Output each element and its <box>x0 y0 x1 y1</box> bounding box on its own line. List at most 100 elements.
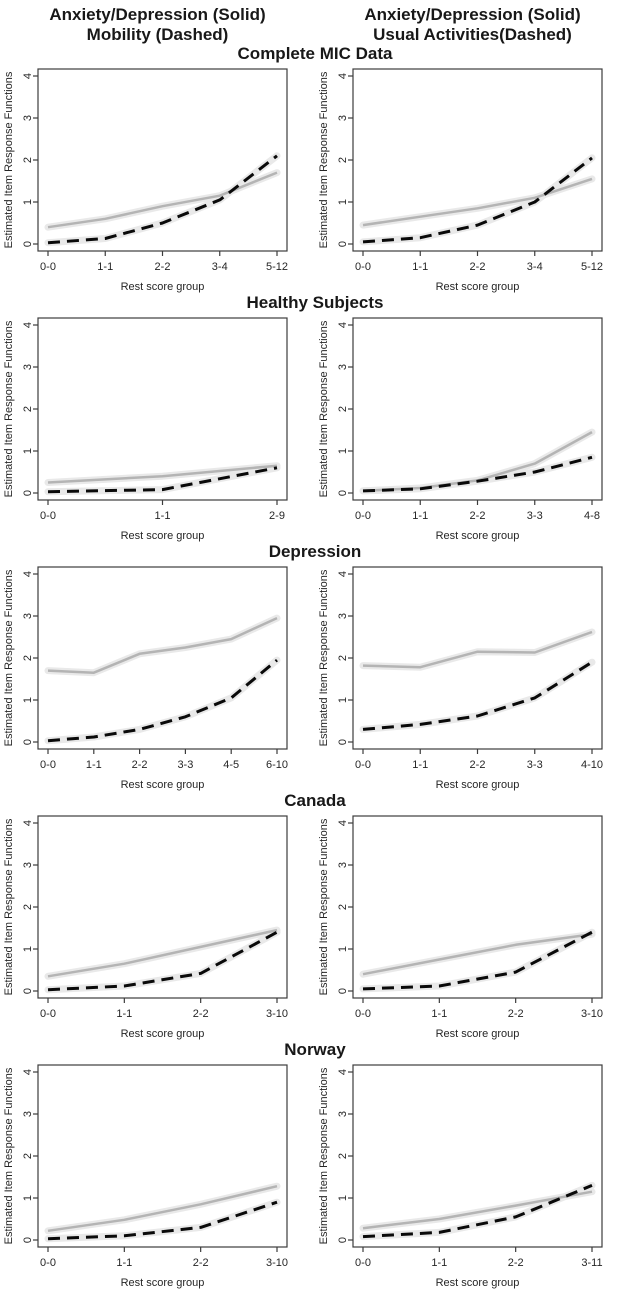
y-tick-label: 0 <box>22 490 34 496</box>
y-tick-label: 1 <box>337 946 349 952</box>
section-title: Canada <box>284 791 346 810</box>
x-tick-label: 2-2 <box>470 759 486 771</box>
plot-usual-activities: 0 1 2 3 4 0-0 1-1 2-2 3-3 4-8 Rest score group Esti… <box>315 312 630 543</box>
x-tick-label: 2-2 <box>508 1257 524 1269</box>
series-line-solid <box>362 933 593 976</box>
line-chart: 0 1 2 3 4 0-0 1-1 2-2 3-10 Rest score group Estima… <box>318 815 603 1040</box>
section-title: Healthy Subjects <box>246 293 384 312</box>
y-tick-label: 3 <box>22 1111 34 1117</box>
x-axis-title: Rest score group <box>121 779 205 791</box>
x-axis-title: Rest score group <box>121 530 205 542</box>
x-tick-label: 0-0 <box>40 261 56 273</box>
series-line-solid <box>47 616 278 674</box>
plot-row: 0 1 2 3 4 0-0 1-1 2-2 3-3 4-5 6-10 Rest score group… <box>0 561 630 792</box>
plot-mobility: 0 1 2 3 4 0-0 1-1 2-2 3-4 5-12 Rest score group Est… <box>0 63 315 294</box>
series-line-dashed <box>362 930 593 991</box>
y-tick-label: 3 <box>337 364 349 370</box>
y-tick-label: 1 <box>22 1195 34 1201</box>
y-tick-label: 2 <box>22 406 34 412</box>
series-line-dashed <box>47 154 278 245</box>
y-tick-label: 4 <box>337 1069 349 1075</box>
x-tick-label: 3-10 <box>581 1008 603 1020</box>
plot-usual-activities: 0 1 2 3 4 0-0 1-1 2-2 3-3 4-10 Rest score group Est… <box>315 561 630 792</box>
left-column-header-line1: Anxiety/Depression (Solid) <box>49 5 266 24</box>
section-title: Complete MIC Data <box>237 44 393 63</box>
y-tick-label: 0 <box>337 490 349 496</box>
line-chart: 0 1 2 3 4 0-0 1-1 2-9 Rest score group Estimated … <box>3 317 288 542</box>
confidence-band <box>44 1198 281 1243</box>
series-line-dashed <box>362 156 593 244</box>
x-tick-label: 2-2 <box>470 510 486 522</box>
y-tick-label: 2 <box>22 904 34 910</box>
series-line-dashed <box>362 455 593 493</box>
plot-mobility: 0 1 2 3 4 0-0 1-1 2-2 3-10 Rest score group Estima… <box>0 1059 315 1290</box>
series-line-dashed <box>362 1184 593 1239</box>
x-axis-title: Rest score group <box>436 281 520 293</box>
left-column-header: Anxiety/Depression (Solid) Mobility (Das… <box>0 5 315 45</box>
y-axis-title: Estimated Item Response Functions <box>3 320 15 497</box>
series-line-dashed <box>47 930 278 992</box>
y-axis-title: Estimated Item Response Functions <box>318 818 330 995</box>
right-column-header-line2: Usual Activities(Dashed) <box>373 25 572 44</box>
y-tick-label: 0 <box>22 1237 34 1243</box>
plot-row: 0 1 2 3 4 0-0 1-1 2-2 3-10 Rest score group Estima… <box>0 1059 630 1290</box>
series-line-dashed <box>47 1200 278 1241</box>
x-tick-label: 1-1 <box>412 510 428 522</box>
x-tick-label: 0-0 <box>40 1008 56 1020</box>
y-tick-label: 4 <box>337 571 349 577</box>
x-tick-label: 3-4 <box>212 261 228 273</box>
confidence-band <box>44 152 281 247</box>
right-column-header: Anxiety/Depression (Solid) Usual Activit… <box>315 5 630 45</box>
y-tick-label: 1 <box>22 946 34 952</box>
x-tick-label: 0-0 <box>355 510 371 522</box>
x-tick-label: 0-0 <box>355 1008 371 1020</box>
y-tick-label: 0 <box>337 241 349 247</box>
right-column-header-line1: Anxiety/Depression (Solid) <box>364 5 581 24</box>
y-tick-label: 0 <box>337 739 349 745</box>
section-canada: Canada 0 1 2 3 4 0-0 1-1 2-2 3-10 Rest score grou… <box>0 792 630 1041</box>
x-tick-label: 1-1 <box>116 1008 132 1020</box>
x-tick-label: 2-2 <box>193 1257 209 1269</box>
series-line-dashed <box>362 660 593 731</box>
plot-row: 0 1 2 3 4 0-0 1-1 2-2 3-4 5-12 Rest score group Est… <box>0 63 630 294</box>
y-axis-title: Estimated Item Response Functions <box>3 569 15 746</box>
y-tick-label: 3 <box>337 1111 349 1117</box>
series-line-solid <box>47 1184 278 1233</box>
x-tick-label: 1-1 <box>97 261 113 273</box>
series-line-solid <box>47 464 278 484</box>
y-tick-label: 1 <box>22 448 34 454</box>
x-axis-title: Rest score group <box>121 281 205 293</box>
plot-usual-activities: 0 1 2 3 4 0-0 1-1 2-2 3-11 Rest score group Estima… <box>315 1059 630 1290</box>
series-line-solid <box>362 630 593 669</box>
x-tick-label: 0-0 <box>355 759 371 771</box>
x-axis-title: Rest score group <box>121 1277 205 1289</box>
confidence-band <box>44 1182 281 1235</box>
x-tick-label: 1-1 <box>431 1257 447 1269</box>
left-column-header-line2: Mobility (Dashed) <box>86 25 229 44</box>
y-axis-title: Estimated Item Response Functions <box>318 71 330 248</box>
y-tick-label: 2 <box>22 157 34 163</box>
y-tick-label: 1 <box>337 1195 349 1201</box>
x-tick-label: 0-0 <box>40 510 56 522</box>
y-tick-label: 1 <box>337 199 349 205</box>
x-tick-label: 4-8 <box>584 510 600 522</box>
series-line-solid <box>362 177 593 227</box>
y-tick-label: 0 <box>22 241 34 247</box>
y-tick-label: 4 <box>337 73 349 79</box>
y-axis-title: Estimated Item Response Functions <box>3 818 15 995</box>
y-tick-label: 0 <box>22 739 34 745</box>
y-tick-label: 3 <box>337 613 349 619</box>
x-tick-label: 1-1 <box>86 759 102 771</box>
confidence-band <box>359 658 596 733</box>
plot-box <box>37 1064 288 1248</box>
x-axis-title: Rest score group <box>436 779 520 791</box>
y-tick-label: 3 <box>22 862 34 868</box>
x-tick-label: 1-1 <box>116 1257 132 1269</box>
x-tick-label: 1-1 <box>412 759 428 771</box>
column-headers: Anxiety/Depression (Solid) Mobility (Das… <box>0 0 630 45</box>
plot-box <box>352 317 603 501</box>
line-chart: 0 1 2 3 4 0-0 1-1 2-2 3-4 5-12 Rest score group Est… <box>318 68 603 293</box>
line-chart: 0 1 2 3 4 0-0 1-1 2-2 3-4 5-12 Rest score group Est… <box>3 68 288 293</box>
plot-row: 0 1 2 3 4 0-0 1-1 2-2 3-10 Rest score group Estima… <box>0 810 630 1041</box>
